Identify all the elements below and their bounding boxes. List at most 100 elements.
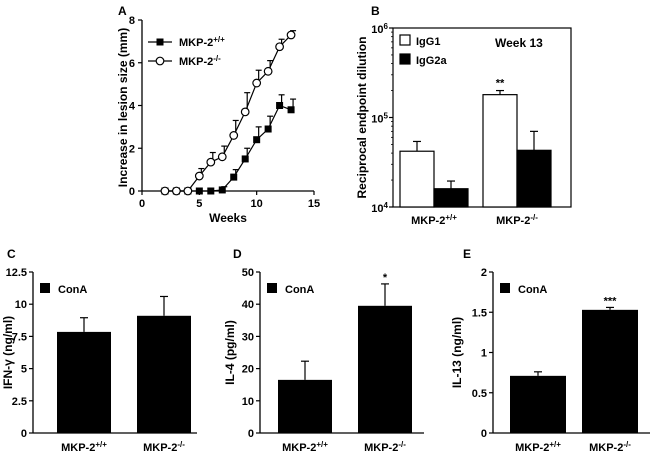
bar-B-1-1 (516, 149, 552, 208)
panel-label-D: D (233, 247, 242, 261)
x-category-label-B-1: MKP-2-/- (496, 213, 538, 227)
x-category-label-C-0: MKP-2+/+ (61, 440, 107, 454)
legend-label-A-0-base: MKP-2 (179, 37, 213, 49)
point-A-0-6 (230, 173, 238, 181)
ytick-label-C-4: 10 (15, 299, 27, 311)
x-category-label-E-1-superscript: -/- (623, 440, 631, 449)
y-axis-label-C: IFN-γ (ng/ml) (1, 316, 15, 389)
legend-label-A-0: MKP-2+/+ (179, 35, 225, 49)
legend-marker-A-1 (155, 56, 165, 66)
point-A-0-3 (195, 187, 203, 195)
ytick-label-D-2: 20 (242, 364, 254, 376)
y-axis-label-A: Increase in lesion size (mm) (116, 28, 130, 187)
x-category-label-C-1: MKP-2-/- (143, 440, 185, 454)
significance-B-0: ** (496, 78, 505, 90)
panel-label-C: C (7, 247, 16, 261)
x-category-label-B-1-base: MKP-2 (496, 215, 530, 227)
point-A-1-8 (252, 78, 262, 88)
ytick-label-B-0: 104 (371, 201, 388, 215)
bar-C-0 (57, 331, 111, 433)
point-A-1-9 (263, 66, 273, 76)
ytick-label-A-2: 4 (129, 101, 136, 113)
x-category-label-D-1-base: MKP-2 (364, 442, 398, 454)
xtick-label-A-3: 15 (308, 198, 320, 210)
ytick-label-E-0: 0 (481, 428, 487, 440)
point-A-1-1 (171, 186, 181, 196)
ytick-label-D-5: 50 (242, 267, 254, 279)
ytick-label-D-3: 30 (242, 331, 254, 343)
ytick-label-E-4: 2 (481, 267, 487, 279)
legend-swatch-B-0 (399, 34, 411, 46)
ytick-label-B-1-superscript: 5 (384, 112, 389, 121)
bar-B-1-0 (433, 188, 469, 208)
legend-marker-A-0 (156, 38, 164, 46)
x-category-label-E-0: MKP-2+/+ (515, 440, 561, 454)
legend-label-A-1-base: MKP-2 (179, 56, 213, 68)
x-category-label-D-1: MKP-2-/- (364, 440, 406, 454)
x-category-label-E-1-base: MKP-2 (589, 442, 623, 454)
x-axis-label-A: Weeks (209, 211, 247, 225)
significance-E-0: *** (604, 295, 618, 307)
point-A-1-0 (160, 186, 170, 196)
legend-label-B-0: IgG1 (416, 36, 440, 48)
ytick-label-E-2: 1 (481, 348, 487, 360)
ytick-label-D-1: 10 (242, 396, 254, 408)
x-category-label-C-0-superscript: +/+ (95, 440, 107, 449)
legend-swatch-D (267, 283, 277, 293)
point-A-1-3 (194, 171, 204, 181)
point-A-0-11 (287, 106, 295, 114)
ytick-label-A-4: 8 (129, 15, 135, 27)
x-category-label-E-0-superscript: +/+ (549, 440, 561, 449)
ytick-label-B-2-base: 10 (371, 24, 383, 36)
point-A-0-9 (264, 125, 272, 133)
bar-C-1 (137, 315, 191, 433)
point-A-0-4 (207, 187, 215, 195)
bar-E-0 (510, 375, 566, 433)
point-A-0-5 (218, 186, 226, 194)
x-category-label-E-1: MKP-2-/- (589, 440, 631, 454)
series-line-A-0 (164, 104, 292, 192)
ytick-label-A-0: 0 (129, 186, 135, 198)
x-category-label-D-0-superscript: +/+ (316, 440, 328, 449)
bar-B-0-1 (482, 94, 518, 208)
ytick-label-A-3: 6 (129, 58, 135, 70)
x-category-label-B-0: MKP-2+/+ (411, 213, 457, 227)
xtick-label-A-2: 10 (251, 198, 263, 210)
bar-D-0 (278, 379, 332, 433)
ytick-label-D-4: 40 (242, 299, 254, 311)
x-category-label-B-1-superscript: -/- (530, 213, 538, 222)
annotation-B: Week 13 (495, 36, 543, 50)
point-A-0-10 (276, 102, 284, 109)
point-A-1-6 (229, 131, 239, 140)
panel-label-A: A (118, 4, 127, 18)
ytick-label-B-1: 105 (371, 112, 388, 126)
ytick-label-C-3: 7.5 (12, 331, 27, 343)
legend-label-C: ConA (58, 284, 87, 296)
x-category-label-D-0-base: MKP-2 (282, 442, 316, 454)
point-A-1-10 (275, 42, 285, 52)
legend-label-E: ConA (518, 284, 547, 296)
x-category-label-D-1-superscript: -/- (398, 440, 406, 449)
bar-B-0-0 (399, 150, 435, 208)
ytick-label-A-1: 2 (129, 143, 135, 155)
panel-label-B: B (371, 4, 380, 18)
ytick-label-B-0-superscript: 4 (384, 201, 389, 210)
x-category-label-B-0-superscript: +/+ (445, 213, 457, 222)
y-axis-label-E: IL-13 (ng/ml) (450, 317, 464, 388)
y-axis-label-B: Reciprocal endpoint dilution (355, 37, 369, 199)
bar-D-1 (358, 305, 412, 433)
legend-label-A-1-superscript: -/- (213, 54, 221, 63)
legend-swatch-E (500, 283, 510, 293)
legend-swatch-B-1 (399, 53, 411, 65)
xtick-label-A-0: 0 (139, 198, 145, 210)
legend-label-D: ConA (285, 284, 314, 296)
ytick-label-E-1: 0.5 (472, 388, 487, 400)
significance-D-0: * (383, 272, 388, 284)
point-A-1-4 (206, 157, 216, 167)
legend-label-A-0-superscript: +/+ (213, 35, 225, 44)
ytick-label-E-3: 1.5 (472, 307, 487, 319)
ytick-label-C-0: 0 (21, 428, 27, 440)
bar-E-1 (582, 309, 638, 433)
point-A-0-8 (253, 136, 261, 144)
y-axis-label-D: IL-4 (pg/ml) (223, 320, 237, 385)
